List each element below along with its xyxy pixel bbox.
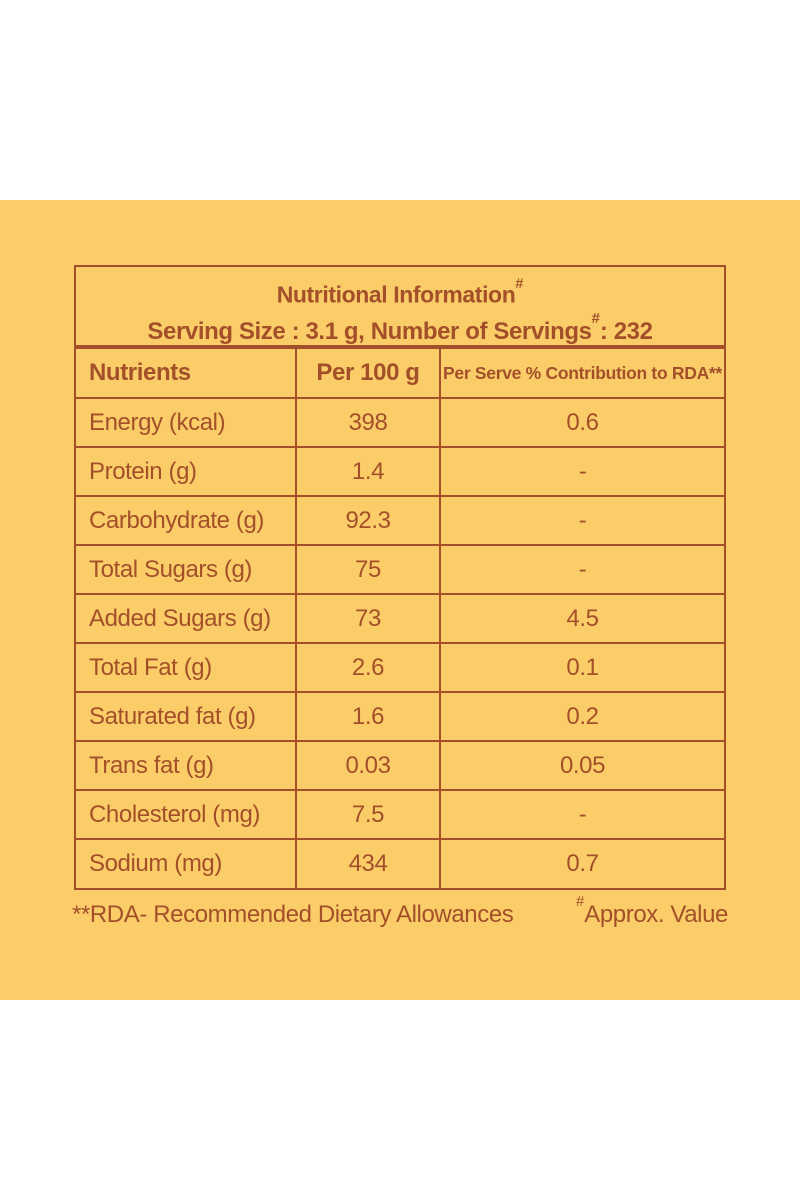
nutrient-label-cell: Cholesterol (mg) [76,789,297,840]
serving-size-text: Serving Size : 3.1 g, Number of Servings [147,317,592,345]
per-100g-cell: 1.6 [295,691,441,742]
rda-cell: - [439,544,724,595]
rda-cell: - [439,446,724,497]
nutrient-row-cholesterol: Cholesterol (mg) 7.5 - [76,789,724,840]
nutrient-label-cell: Carbohydrate (g) [76,495,297,546]
footnote: **RDA- Recommended Dietary Allowances #A… [72,894,728,929]
nutrient-row-sodium: Sodium (mg) 434 0.7 [76,838,724,888]
nutrient-label-cell: Trans fat (g) [76,740,297,791]
rda-cell: 4.5 [439,593,724,644]
rda-footnote: **RDA- Recommended Dietary Allowances [72,901,514,928]
serving-size-count: : 232 [599,317,653,345]
nutrient-row-trans-fat: Trans fat (g) 0.03 0.05 [76,740,724,791]
title-superscript: # [515,275,524,292]
nutrient-row-energy: Energy (kcal) 398 0.6 [76,397,724,448]
nutrient-label-cell: Protein (g) [76,446,297,497]
nutrient-label-cell: Saturated fat (g) [76,691,297,742]
nutrient-row-protein: Protein (g) 1.4 - [76,446,724,497]
rda-cell: 0.2 [439,691,724,742]
per-100g-cell: 92.3 [295,495,441,546]
approx-footnote-text: Approx. Value [584,901,728,928]
nutrient-label-cell: Total Fat (g) [76,642,297,693]
rda-cell: - [439,789,724,840]
rda-cell: - [439,495,724,546]
serving-superscript: # [591,310,600,327]
rda-cell: 0.7 [439,838,724,888]
rda-cell: 0.6 [439,397,724,448]
nutrient-row-total-sugars: Total Sugars (g) 75 - [76,544,724,595]
approx-footnote: #Approx. Value [576,894,728,929]
per-100g-cell: 2.6 [295,642,441,693]
column-header-row: Nutrients Per 100 g Per Serve % Contribu… [76,347,724,399]
per-100g-cell: 7.5 [295,789,441,840]
nutrient-row-carbohydrate: Carbohydrate (g) 92.3 - [76,495,724,546]
nutrient-row-added-sugars: Added Sugars (g) 73 4.5 [76,593,724,644]
rda-cell: 0.05 [439,740,724,791]
per-100g-cell: 398 [295,397,441,448]
nutrients-grid: Nutrients Per 100 g Per Serve % Contribu… [76,347,724,888]
column-header-per-100g: Per 100 g [295,347,441,399]
nutrient-label-cell: Total Sugars (g) [76,544,297,595]
nutrient-label-cell: Energy (kcal) [76,397,297,448]
nutrition-table: Nutritional Information# Serving Size : … [74,265,726,890]
nutrient-label-cell: Added Sugars (g) [76,593,297,644]
per-100g-cell: 73 [295,593,441,644]
table-title-text: Nutritional Information [276,281,516,308]
nutrient-label-cell: Sodium (mg) [76,838,297,888]
per-100g-cell: 434 [295,838,441,888]
per-100g-cell: 0.03 [295,740,441,791]
per-100g-cell: 1.4 [295,446,441,497]
serving-size-line: Serving Size : 3.1 g, Number of Servings… [76,310,724,348]
table-title: Nutritional Information# [76,276,724,310]
column-header-nutrients: Nutrients [76,347,297,399]
nutrient-row-total-fat: Total Fat (g) 2.6 0.1 [76,642,724,693]
nutrient-row-saturated-fat: Saturated fat (g) 1.6 0.2 [76,691,724,742]
rda-cell: 0.1 [439,642,724,693]
table-title-block: Nutritional Information# Serving Size : … [76,267,724,347]
yellow-panel: Nutritional Information# Serving Size : … [0,200,800,1000]
approx-superscript: # [575,894,585,911]
column-header-rda: Per Serve % Contribution to RDA** [439,347,724,399]
per-100g-cell: 75 [295,544,441,595]
